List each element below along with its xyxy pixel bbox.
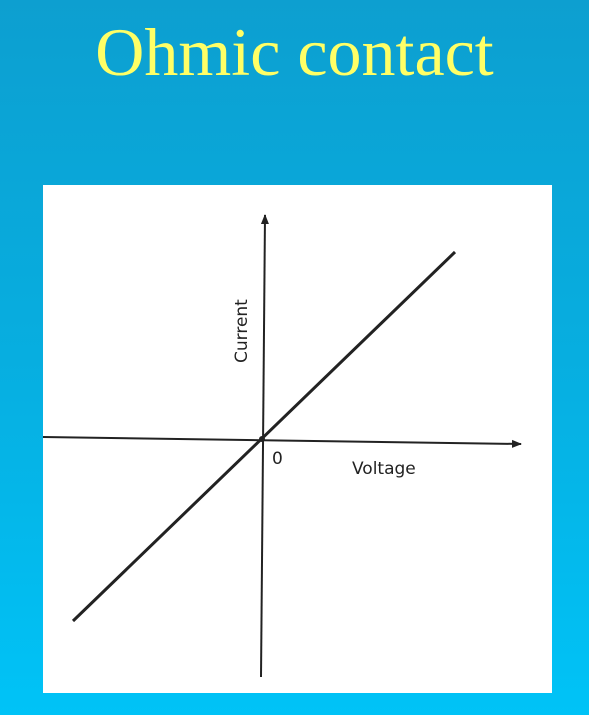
current-axis [260,214,269,678]
slide-title: Ohmic contact [95,14,494,90]
voltage-axis [43,436,522,448]
iv-curve-figure: 0 Voltage Current [43,185,552,693]
iv-curve-plot: 0 Voltage Current [43,214,522,678]
current-axis-label: Current [232,299,252,363]
voltage-axis-label: Voltage [352,459,416,479]
origin-label: 0 [272,449,283,469]
iv-line [71,250,457,623]
origin-point [259,436,265,442]
